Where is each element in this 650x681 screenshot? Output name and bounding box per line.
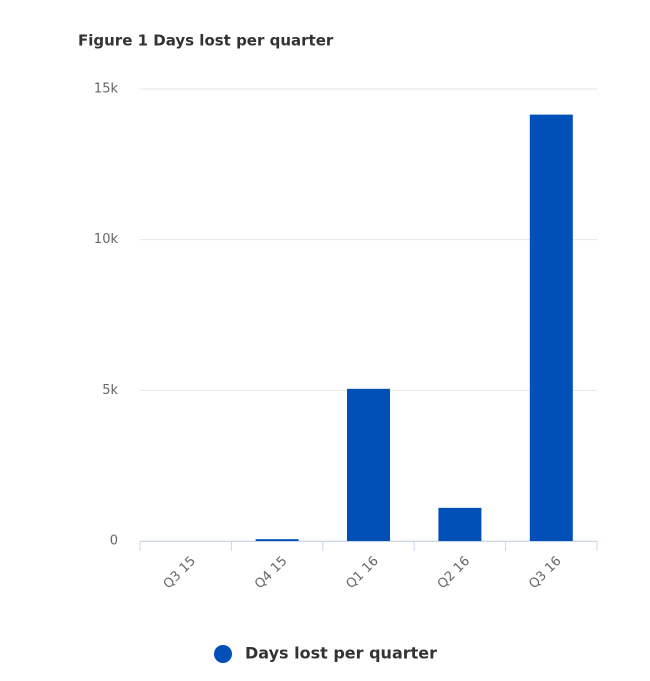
bar [347, 388, 390, 541]
bar [438, 507, 482, 541]
y-tick-label: 0 [110, 534, 118, 549]
x-tick-label: Q3 15 [161, 554, 199, 592]
x-tick-label: Q3 16 [526, 554, 564, 592]
bar [529, 114, 573, 541]
bar [255, 539, 299, 541]
y-tick-label: 10k [94, 232, 119, 247]
chart-title: Figure 1 Days lost per quarter [78, 32, 334, 50]
x-tick-label: Q1 16 [343, 554, 381, 592]
y-tick-label: 5k [102, 383, 118, 398]
y-tick-label: 15k [94, 82, 119, 97]
legend-label: Days lost per quarter [245, 644, 437, 663]
x-tick-label: Q2 16 [435, 554, 473, 592]
legend-marker [214, 645, 232, 663]
x-tick-label: Q4 15 [252, 554, 290, 592]
